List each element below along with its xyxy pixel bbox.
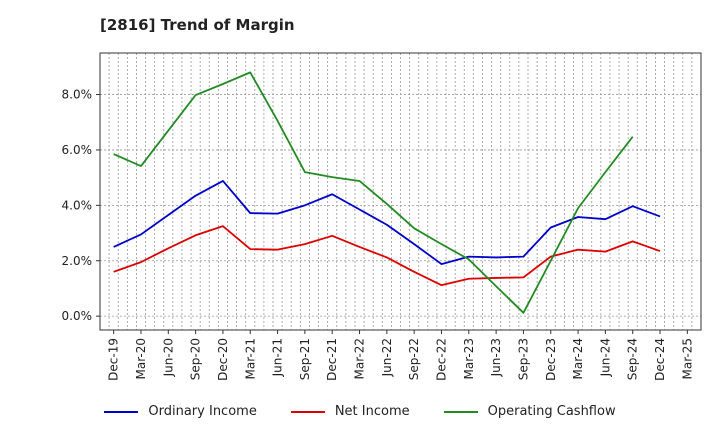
x-tick-label: Jun-20 [161, 338, 175, 377]
legend-label: Net Income [334, 404, 410, 419]
y-tick-label: 8.0% [62, 88, 93, 102]
x-tick-label: Dec-20 [216, 338, 230, 381]
x-tick-label: Mar-21 [243, 338, 257, 379]
legend-item-net-income: Net Income [290, 404, 410, 419]
legend-swatch [290, 410, 325, 413]
x-tick-label: Sep-24 [626, 338, 640, 380]
chart-title: [2816] Trend of Margin [100, 16, 295, 34]
x-tick-label: Sep-20 [189, 338, 203, 380]
x-tick-label: Sep-23 [516, 338, 530, 380]
operating-cashflow-series-line [113, 71, 634, 314]
y-tick-label: 6.0% [62, 143, 93, 157]
x-tick-label: Mar-22 [353, 338, 367, 379]
x-tick-label: Dec-22 [434, 338, 448, 381]
x-tick-label: Dec-23 [544, 338, 558, 381]
x-tick-label: Mar-23 [462, 338, 476, 379]
axis-layer: 0.0% 2.0% 4.0% 6.0% 8.0% Dec-19 Mar-20 Jun-20 Se… [62, 88, 695, 381]
chart-legend: Ordinary Income Net Income Operating Cashf… [0, 404, 720, 419]
x-tick-label: Dec-19 [107, 338, 121, 381]
net-income-series-line [113, 225, 661, 287]
y-tick-label: 2.0% [62, 254, 93, 268]
legend-label: Ordinary Income [148, 404, 257, 419]
x-tick-label: Sep-21 [298, 338, 312, 380]
x-tick-label: Dec-24 [653, 338, 667, 381]
x-tick-label: Mar-24 [571, 338, 585, 379]
ordinary-income-series-line [113, 180, 661, 265]
series-layer [113, 71, 661, 314]
legend-swatch [104, 410, 139, 413]
y-tick-label: 4.0% [62, 198, 93, 212]
x-tick-label: Jun-24 [598, 338, 612, 377]
x-tick-label: Jun-23 [489, 338, 503, 377]
grid-layer [100, 53, 701, 330]
legend-item-operating-cashflow: Operating Cashflow [443, 404, 616, 419]
legend-swatch [443, 410, 478, 413]
x-tick-label: Dec-21 [325, 338, 339, 381]
x-tick-label: Jun-21 [271, 338, 285, 377]
x-tick-label: Sep-22 [407, 338, 421, 380]
x-tick-label: Jun-22 [380, 338, 394, 377]
x-tick-label: Mar-25 [680, 338, 694, 379]
plot-area-frame [99, 52, 702, 331]
legend-item-ordinary-income: Ordinary Income [104, 404, 257, 419]
x-tick-label: Mar-20 [134, 338, 148, 379]
legend-label: Operating Cashflow [487, 404, 616, 419]
y-tick-label: 0.0% [62, 309, 93, 323]
